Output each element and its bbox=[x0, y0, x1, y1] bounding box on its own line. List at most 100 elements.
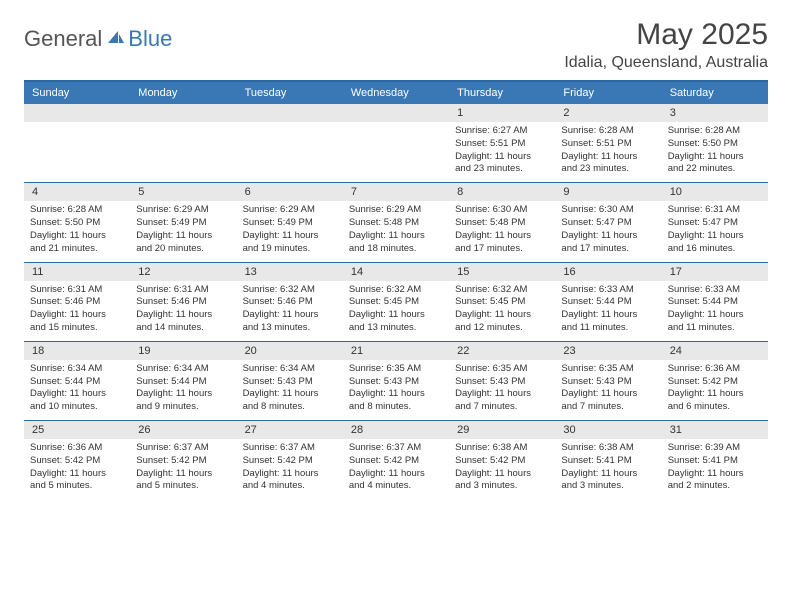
logo-text-general: General bbox=[24, 26, 102, 52]
day-body: Sunrise: 6:30 AMSunset: 5:47 PMDaylight:… bbox=[555, 201, 661, 261]
daylight-text: Daylight: 11 hours and 2 minutes. bbox=[668, 468, 762, 494]
day-number: 9 bbox=[555, 183, 661, 201]
day-body bbox=[130, 122, 236, 178]
sunrise-text: Sunrise: 6:34 AM bbox=[136, 363, 230, 376]
day-body: Sunrise: 6:37 AMSunset: 5:42 PMDaylight:… bbox=[130, 439, 236, 499]
day-cell: 23Sunrise: 6:35 AMSunset: 5:43 PMDayligh… bbox=[555, 342, 661, 420]
day-body: Sunrise: 6:33 AMSunset: 5:44 PMDaylight:… bbox=[662, 281, 768, 341]
day-cell bbox=[237, 104, 343, 182]
daylight-text: Daylight: 11 hours and 14 minutes. bbox=[136, 309, 230, 335]
day-number: 12 bbox=[130, 263, 236, 281]
day-body: Sunrise: 6:29 AMSunset: 5:48 PMDaylight:… bbox=[343, 201, 449, 261]
logo: General Blue bbox=[24, 18, 172, 52]
logo-sail-icon bbox=[106, 29, 126, 50]
sunset-text: Sunset: 5:44 PM bbox=[136, 376, 230, 389]
day-cell: 21Sunrise: 6:35 AMSunset: 5:43 PMDayligh… bbox=[343, 342, 449, 420]
calendar: Sunday Monday Tuesday Wednesday Thursday… bbox=[24, 80, 768, 499]
daylight-text: Daylight: 11 hours and 23 minutes. bbox=[455, 151, 549, 177]
daylight-text: Daylight: 11 hours and 5 minutes. bbox=[136, 468, 230, 494]
day-body: Sunrise: 6:36 AMSunset: 5:42 PMDaylight:… bbox=[662, 360, 768, 420]
daylight-text: Daylight: 11 hours and 12 minutes. bbox=[455, 309, 549, 335]
sunrise-text: Sunrise: 6:29 AM bbox=[243, 204, 337, 217]
day-cell: 16Sunrise: 6:33 AMSunset: 5:44 PMDayligh… bbox=[555, 263, 661, 341]
daylight-text: Daylight: 11 hours and 4 minutes. bbox=[243, 468, 337, 494]
week-row: 25Sunrise: 6:36 AMSunset: 5:42 PMDayligh… bbox=[24, 420, 768, 499]
daylight-text: Daylight: 11 hours and 11 minutes. bbox=[561, 309, 655, 335]
day-number: 25 bbox=[24, 421, 130, 439]
weeks-container: 1Sunrise: 6:27 AMSunset: 5:51 PMDaylight… bbox=[24, 104, 768, 499]
day-cell: 20Sunrise: 6:34 AMSunset: 5:43 PMDayligh… bbox=[237, 342, 343, 420]
day-body: Sunrise: 6:34 AMSunset: 5:44 PMDaylight:… bbox=[130, 360, 236, 420]
day-body: Sunrise: 6:29 AMSunset: 5:49 PMDaylight:… bbox=[237, 201, 343, 261]
day-body: Sunrise: 6:32 AMSunset: 5:45 PMDaylight:… bbox=[449, 281, 555, 341]
sunrise-text: Sunrise: 6:32 AM bbox=[349, 284, 443, 297]
day-cell: 11Sunrise: 6:31 AMSunset: 5:46 PMDayligh… bbox=[24, 263, 130, 341]
sunset-text: Sunset: 5:43 PM bbox=[455, 376, 549, 389]
day-number: 28 bbox=[343, 421, 449, 439]
day-cell: 14Sunrise: 6:32 AMSunset: 5:45 PMDayligh… bbox=[343, 263, 449, 341]
day-body: Sunrise: 6:27 AMSunset: 5:51 PMDaylight:… bbox=[449, 122, 555, 182]
day-body bbox=[237, 122, 343, 178]
day-number: 13 bbox=[237, 263, 343, 281]
day-number: 24 bbox=[662, 342, 768, 360]
sunrise-text: Sunrise: 6:36 AM bbox=[30, 442, 124, 455]
logo-text-blue: Blue bbox=[128, 26, 172, 52]
daylight-text: Daylight: 11 hours and 20 minutes. bbox=[136, 230, 230, 256]
day-cell: 31Sunrise: 6:39 AMSunset: 5:41 PMDayligh… bbox=[662, 421, 768, 499]
day-cell: 3Sunrise: 6:28 AMSunset: 5:50 PMDaylight… bbox=[662, 104, 768, 182]
day-number: 26 bbox=[130, 421, 236, 439]
day-body: Sunrise: 6:36 AMSunset: 5:42 PMDaylight:… bbox=[24, 439, 130, 499]
day-body: Sunrise: 6:35 AMSunset: 5:43 PMDaylight:… bbox=[555, 360, 661, 420]
week-row: 1Sunrise: 6:27 AMSunset: 5:51 PMDaylight… bbox=[24, 104, 768, 182]
sunset-text: Sunset: 5:46 PM bbox=[243, 296, 337, 309]
location: Idalia, Queensland, Australia bbox=[564, 54, 768, 72]
day-number: 10 bbox=[662, 183, 768, 201]
sunset-text: Sunset: 5:42 PM bbox=[349, 455, 443, 468]
weekday-header: Thursday bbox=[449, 82, 555, 104]
day-number: 21 bbox=[343, 342, 449, 360]
weekday-header: Friday bbox=[555, 82, 661, 104]
sunrise-text: Sunrise: 6:37 AM bbox=[349, 442, 443, 455]
header: General Blue May 2025 Idalia, Queensland… bbox=[24, 18, 768, 72]
day-body: Sunrise: 6:37 AMSunset: 5:42 PMDaylight:… bbox=[237, 439, 343, 499]
sunset-text: Sunset: 5:49 PM bbox=[136, 217, 230, 230]
day-cell: 22Sunrise: 6:35 AMSunset: 5:43 PMDayligh… bbox=[449, 342, 555, 420]
day-number: 31 bbox=[662, 421, 768, 439]
day-number: 18 bbox=[24, 342, 130, 360]
day-body: Sunrise: 6:31 AMSunset: 5:46 PMDaylight:… bbox=[130, 281, 236, 341]
weekday-header: Wednesday bbox=[343, 82, 449, 104]
day-cell: 10Sunrise: 6:31 AMSunset: 5:47 PMDayligh… bbox=[662, 183, 768, 261]
sunset-text: Sunset: 5:43 PM bbox=[561, 376, 655, 389]
week-row: 18Sunrise: 6:34 AMSunset: 5:44 PMDayligh… bbox=[24, 341, 768, 420]
day-body: Sunrise: 6:34 AMSunset: 5:43 PMDaylight:… bbox=[237, 360, 343, 420]
day-number: 23 bbox=[555, 342, 661, 360]
daylight-text: Daylight: 11 hours and 7 minutes. bbox=[455, 388, 549, 414]
sunset-text: Sunset: 5:50 PM bbox=[668, 138, 762, 151]
day-cell: 19Sunrise: 6:34 AMSunset: 5:44 PMDayligh… bbox=[130, 342, 236, 420]
sunset-text: Sunset: 5:42 PM bbox=[136, 455, 230, 468]
day-number: 8 bbox=[449, 183, 555, 201]
sunset-text: Sunset: 5:46 PM bbox=[30, 296, 124, 309]
day-number: 2 bbox=[555, 104, 661, 122]
day-body: Sunrise: 6:33 AMSunset: 5:44 PMDaylight:… bbox=[555, 281, 661, 341]
day-number: 5 bbox=[130, 183, 236, 201]
sunrise-text: Sunrise: 6:31 AM bbox=[668, 204, 762, 217]
day-number: 27 bbox=[237, 421, 343, 439]
day-number: 15 bbox=[449, 263, 555, 281]
day-cell bbox=[24, 104, 130, 182]
day-cell: 9Sunrise: 6:30 AMSunset: 5:47 PMDaylight… bbox=[555, 183, 661, 261]
daylight-text: Daylight: 11 hours and 23 minutes. bbox=[561, 151, 655, 177]
day-cell: 5Sunrise: 6:29 AMSunset: 5:49 PMDaylight… bbox=[130, 183, 236, 261]
daylight-text: Daylight: 11 hours and 13 minutes. bbox=[243, 309, 337, 335]
day-number bbox=[24, 104, 130, 122]
day-cell: 18Sunrise: 6:34 AMSunset: 5:44 PMDayligh… bbox=[24, 342, 130, 420]
sunrise-text: Sunrise: 6:35 AM bbox=[455, 363, 549, 376]
daylight-text: Daylight: 11 hours and 5 minutes. bbox=[30, 468, 124, 494]
sunrise-text: Sunrise: 6:38 AM bbox=[455, 442, 549, 455]
day-body: Sunrise: 6:31 AMSunset: 5:46 PMDaylight:… bbox=[24, 281, 130, 341]
day-body: Sunrise: 6:39 AMSunset: 5:41 PMDaylight:… bbox=[662, 439, 768, 499]
sunrise-text: Sunrise: 6:38 AM bbox=[561, 442, 655, 455]
day-cell: 4Sunrise: 6:28 AMSunset: 5:50 PMDaylight… bbox=[24, 183, 130, 261]
day-cell: 17Sunrise: 6:33 AMSunset: 5:44 PMDayligh… bbox=[662, 263, 768, 341]
sunset-text: Sunset: 5:41 PM bbox=[561, 455, 655, 468]
